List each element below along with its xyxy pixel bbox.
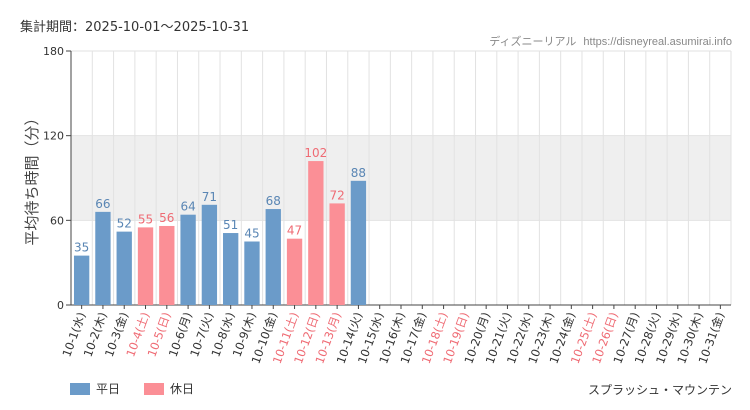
source-url: https://disneyreal.asumirai.info: [583, 36, 732, 48]
legend-item-holiday: 休日: [144, 380, 194, 397]
source-name: ディズニーリアル: [489, 36, 577, 48]
bar-value-label: 68: [266, 194, 281, 208]
legend-label-holiday: 休日: [170, 382, 195, 396]
bar-value-label: 52: [117, 217, 132, 231]
shaded-band: [71, 135, 731, 221]
bar-value-label: 51: [223, 218, 238, 232]
bar: [329, 203, 345, 305]
bar: [180, 214, 196, 305]
bar-value-label: 35: [74, 241, 89, 255]
y-tick-label: 120: [43, 130, 64, 143]
bar-value-label: 45: [244, 227, 259, 241]
bar-value-label: 47: [287, 224, 302, 238]
bar-value-label: 55: [138, 212, 153, 226]
bar: [244, 241, 260, 305]
bar-value-label: 72: [329, 188, 344, 202]
bar-value-label: 71: [202, 190, 217, 204]
y-tick-label: 60: [50, 214, 64, 227]
bar-value-label: 66: [95, 197, 110, 211]
source-credit: ディズニーリアル https://disneyreal.asumirai.inf…: [489, 33, 732, 49]
bar: [95, 211, 111, 305]
y-axis-label: 平均待ち時間（分）: [23, 110, 41, 245]
period-label: 集計期間：2025-10-01～2025-10-31: [20, 20, 250, 35]
bar: [201, 204, 218, 305]
bar-value-label: 88: [351, 166, 366, 180]
bar: [223, 233, 239, 305]
y-tick-label: 0: [57, 299, 64, 312]
bar-value-label: 102: [304, 146, 327, 160]
bar: [286, 238, 303, 305]
bar: [308, 161, 324, 305]
bar: [73, 255, 90, 305]
bar: [137, 227, 154, 305]
legend-swatch-holiday: [144, 382, 165, 395]
bar-value-label: 56: [159, 211, 174, 225]
attraction-name: スプラッシュ・マウンテン: [587, 383, 732, 397]
bar-value-label: 64: [180, 200, 195, 214]
bar: [265, 209, 281, 305]
y-tick-label: 180: [43, 45, 64, 58]
chart-legend: 平日 休日: [70, 380, 194, 397]
legend-label-weekday: 平日: [96, 382, 121, 396]
bar: [350, 180, 367, 305]
bar: [116, 231, 132, 305]
legend-item-weekday: 平日: [70, 380, 120, 397]
legend-swatch-weekday: [70, 382, 90, 395]
bar: [159, 225, 175, 305]
